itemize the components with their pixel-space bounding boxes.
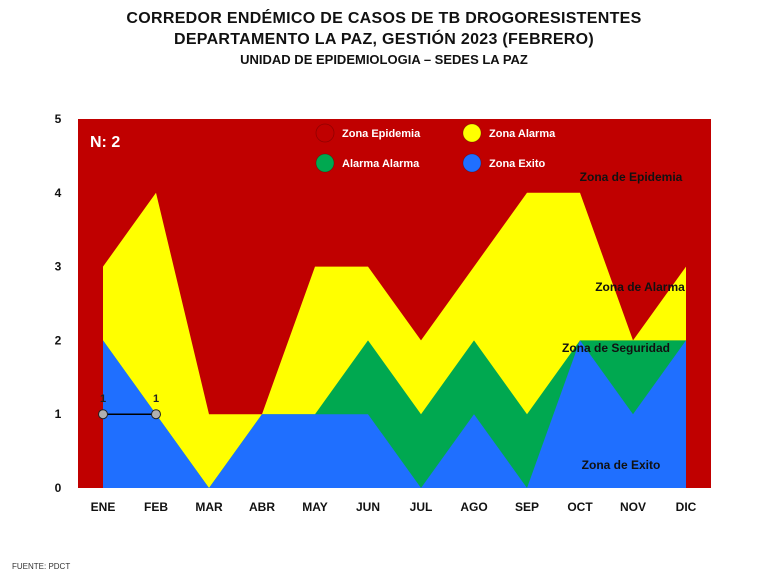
zone-label-alarma: Zona de Alarma: [595, 280, 685, 294]
x-tick-label: DIC: [676, 500, 697, 514]
legend-item-zona-alarma-marker: [462, 123, 482, 143]
x-tick-label: FEB: [144, 500, 168, 514]
chart-subtitle: UNIDAD DE EPIDEMIOLOGIA – SEDES LA PAZ: [240, 52, 528, 67]
legend-item-alarma-alarma-label: Alarma Alarma: [342, 158, 420, 170]
x-tick-label: MAR: [195, 500, 223, 514]
x-tick-label: JUL: [410, 500, 433, 514]
y-tick-label: 2: [55, 333, 62, 347]
x-tick-label: NOV: [620, 500, 646, 514]
legend-item-zona-exito-marker: [462, 153, 482, 173]
chart-title-line1: CORREDOR ENDÉMICO DE CASOS DE TB DROGORE…: [126, 10, 642, 27]
n-label: N: 2: [90, 134, 120, 151]
chart-title-line2: DEPARTAMENTO LA PAZ, GESTIÓN 2023 (FEBRE…: [173, 31, 595, 48]
legend-item-alarma-alarma-marker: [315, 153, 335, 173]
cases-point: [98, 409, 108, 420]
zone-label-epidemia: Zona de Epidemia: [580, 170, 683, 184]
x-tick-label: OCT: [567, 500, 593, 514]
y-tick-label: 5: [55, 112, 62, 126]
y-tick-label: 4: [55, 186, 62, 200]
source-footer: FUENTE: PDCT: [12, 562, 71, 571]
cases-point: [151, 409, 161, 420]
legend-item-zona-exito-label: Zona Exito: [489, 158, 546, 170]
x-tick-label: MAY: [302, 500, 328, 514]
legend-item-zona-epidemia-marker: [315, 123, 335, 143]
cases-data-label: 1: [100, 393, 106, 405]
y-tick-label: 0: [55, 481, 62, 495]
legend-item-zona-alarma-label: Zona Alarma: [489, 128, 556, 140]
y-tick-label: 1: [55, 407, 62, 421]
y-tick-label: 3: [55, 260, 62, 274]
cases-data-label: 1: [153, 393, 159, 405]
zona-exito-area: [103, 340, 686, 488]
x-tick-label: ENE: [91, 500, 116, 514]
x-tick-label: ABR: [249, 500, 275, 514]
zone-label-seguridad: Zona de Seguridad: [562, 341, 670, 355]
legend-item-zona-epidemia-label: Zona Epidemia: [342, 128, 421, 140]
x-tick-label: SEP: [515, 500, 539, 514]
x-tick-label: JUN: [356, 500, 380, 514]
x-tick-label: AGO: [460, 500, 487, 514]
zone-label-exito: Zona de Exito: [582, 458, 661, 472]
